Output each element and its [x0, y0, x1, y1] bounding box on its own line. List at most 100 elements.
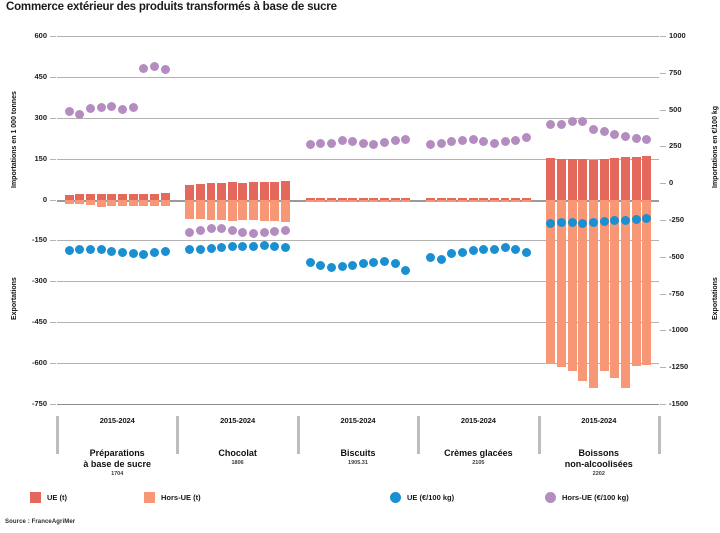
bar-nonue [305, 199, 315, 202]
bar-nonue [238, 199, 248, 220]
point-nonue [599, 126, 609, 136]
y-tick-right [660, 109, 666, 111]
bar-nonue [281, 199, 290, 222]
point-nonue [620, 131, 630, 141]
gridline [57, 322, 659, 324]
legend-item-nonue_t[interactable]: Hors-UE (t) [144, 492, 201, 503]
y-tick-label-right: -250 [669, 215, 685, 224]
bar-nonue [185, 199, 195, 219]
bar-ue [160, 193, 170, 200]
group-code: 2202 [592, 471, 605, 477]
bar-ue [128, 194, 138, 200]
right-axis-export-label: Exportations [712, 277, 719, 320]
bar-ue [521, 198, 531, 201]
bar-ue [489, 198, 499, 201]
point-nonue [610, 129, 620, 139]
group-years: 2015-2024 [220, 416, 256, 425]
point-ue [479, 245, 489, 255]
bar-ue [468, 198, 478, 201]
bar-nonue [326, 199, 336, 202]
bar-ue [259, 181, 269, 200]
point-ue [185, 245, 195, 255]
group-name: Boissons non-alcoolisées [564, 448, 633, 469]
bar-ue [557, 158, 567, 200]
bar-ue [369, 198, 379, 201]
bar-ue [185, 184, 195, 200]
group-years: 2015-2024 [581, 416, 617, 425]
point-ue [500, 243, 510, 253]
point-ue [305, 258, 315, 268]
bar-ue [578, 159, 588, 200]
point-nonue [567, 116, 577, 126]
legend-circle-icon [390, 492, 401, 503]
bar-nonue [75, 199, 85, 205]
bar-ue [96, 193, 106, 200]
y-tick-right [660, 36, 666, 37]
group-name: Chocolat [218, 448, 257, 458]
point-ue [380, 257, 390, 267]
point-nonue [337, 136, 347, 146]
bar-nonue [380, 199, 390, 202]
point-ue [195, 244, 205, 254]
point-ue [75, 245, 85, 255]
point-ue [599, 216, 609, 226]
point-nonue [401, 134, 411, 144]
point-nonue [390, 136, 400, 146]
point-nonue [238, 228, 248, 237]
bar-ue [500, 198, 510, 201]
y-tick-right [660, 146, 666, 148]
bar-nonue [546, 199, 556, 363]
bar-nonue [436, 199, 446, 202]
bar-nonue [631, 199, 641, 367]
bar-ue [238, 182, 248, 200]
point-ue [280, 243, 290, 253]
bar-nonue [217, 199, 227, 221]
point-nonue [642, 135, 652, 145]
point-ue [468, 246, 478, 256]
bar-ue [206, 183, 216, 200]
bar-ue [546, 158, 556, 200]
point-ue [610, 215, 620, 225]
x-group-4: 2015-2024 Crèmes glacées 2105 [418, 416, 538, 466]
gridline [57, 117, 659, 119]
y-tick-label-left: 600 [34, 31, 47, 40]
y-tick-right [660, 220, 666, 221]
bar-nonue [642, 199, 652, 366]
point-ue [96, 244, 106, 254]
bar-ue [326, 198, 336, 201]
point-ue [128, 248, 138, 258]
group-years: 2015-2024 [460, 416, 496, 425]
point-nonue [185, 227, 195, 237]
legend-item-ue_eur[interactable]: UE (€/100 kg) [390, 492, 454, 503]
point-nonue [631, 133, 641, 143]
point-ue [259, 241, 269, 251]
bar-nonue [369, 199, 379, 202]
point-ue [270, 242, 280, 252]
y-tick-label-left: 0 [42, 194, 47, 204]
point-ue [426, 253, 436, 263]
group-separator [56, 416, 59, 454]
legend-square-icon [144, 492, 155, 503]
gridline [57, 76, 659, 78]
legend-item-ue_t[interactable]: UE (t) [30, 492, 67, 503]
point-ue [249, 241, 259, 251]
y-tick-label-left: 150 [34, 153, 47, 163]
group-code: 1704 [111, 471, 124, 477]
plot-area: 600 450 300 150 0 -150 -300 -450 -600 -750 1000 750… [32, 31, 688, 408]
point-nonue [75, 109, 85, 119]
legend-square-icon [30, 492, 41, 503]
point-nonue [500, 137, 510, 147]
bar-nonue [96, 199, 106, 207]
bar-ue [64, 194, 74, 200]
legend-label: Hors-UE (t) [161, 493, 201, 502]
point-nonue [86, 103, 96, 113]
bar-ue [401, 198, 411, 201]
point-ue [401, 266, 411, 276]
gridline [57, 199, 659, 202]
legend-label: Hors-UE (€/100 kg) [562, 493, 629, 502]
y-tick-label-left: -750 [31, 399, 47, 408]
point-ue [642, 214, 652, 224]
bar-nonue [128, 199, 138, 206]
legend-item-nonue_eur[interactable]: Hors-UE (€/100 kg) [545, 492, 629, 503]
point-ue [326, 262, 336, 272]
